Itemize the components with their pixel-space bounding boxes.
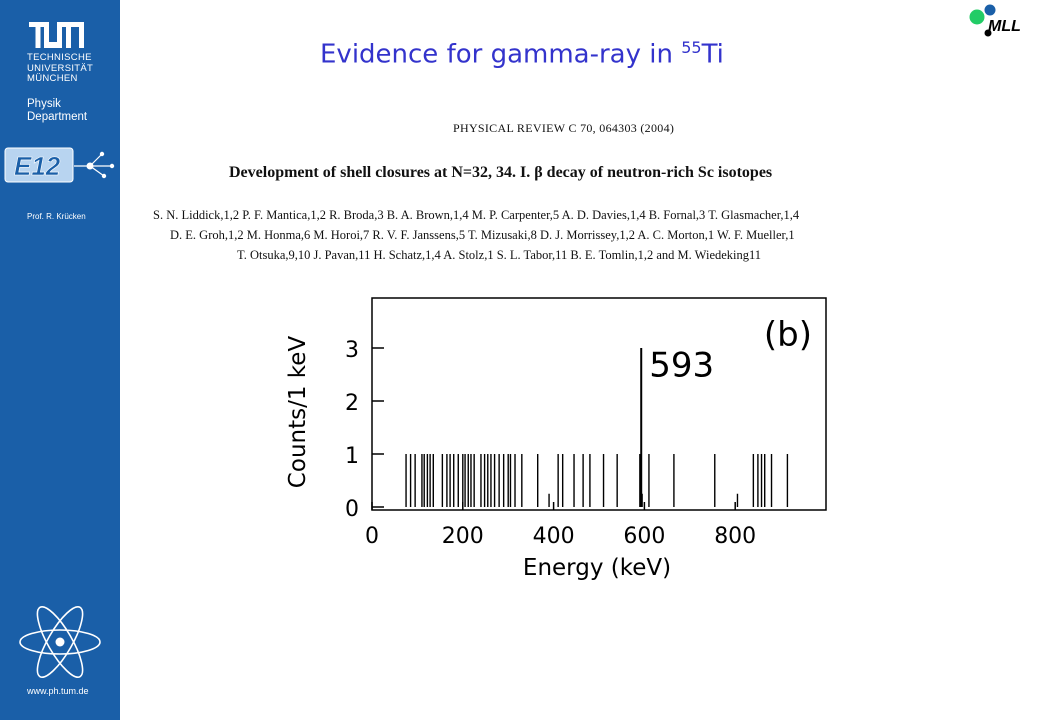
y-tick-label: 1 <box>345 444 359 469</box>
x-tick-label: 800 <box>714 524 756 549</box>
website-url[interactable]: www.ph.tum.de <box>27 686 89 696</box>
y-tick-label: 2 <box>345 391 359 416</box>
tum-logo <box>29 22 84 48</box>
university-line: TECHNISCHE <box>27 52 92 63</box>
y-axis-label: Counts/1 keV <box>285 336 311 489</box>
y-tick-label: 3 <box>345 338 359 363</box>
slide-title: Evidence for gamma-ray in 55Ti <box>320 38 724 70</box>
e12-group-logo: E12 <box>4 147 115 183</box>
mll-logo-icon <box>969 4 996 37</box>
title-mass-number: 55 <box>681 38 702 57</box>
paper-authors-line: T. Otsuka,9,10 J. Pavan,11 H. Schatz,1,4… <box>237 248 762 262</box>
x-tick-label: 200 <box>442 524 484 549</box>
university-line: UNIVERSITÄT <box>27 62 94 74</box>
atom-icon <box>19 606 101 678</box>
paper-journal: PHYSICAL REVIEW C 70, 064303 (2004) <box>453 121 675 135</box>
department-line: Physik <box>27 98 61 110</box>
department-name: Physik Department <box>27 98 87 123</box>
peak-annotation: 593 <box>649 346 714 386</box>
x-tick-label: 400 <box>533 524 575 549</box>
paper-title: Development of shell closures at N=32, 3… <box>229 164 773 181</box>
sidebar: TECHNISCHE UNIVERSITÄT MÜNCHEN Physik De… <box>0 0 120 720</box>
panel-label: (b) <box>764 315 812 355</box>
title-prefix: Evidence for gamma-ray in <box>320 39 682 70</box>
x-tick-label: 0 <box>365 524 379 549</box>
professor-name: Prof. R. Krücken <box>27 212 86 221</box>
title-element: Ti <box>701 39 724 70</box>
paper-authors-line: S. N. Liddick,1,2 P. F. Mantica,1,2 R. B… <box>153 208 800 222</box>
department-line: Department <box>27 110 88 123</box>
e12-logo-text: E12 <box>14 151 61 181</box>
paper-authors-line: D. E. Groh,1,2 M. Honma,6 M. Horoi,7 R. … <box>170 228 795 242</box>
university-line: MÜNCHEN <box>27 73 78 84</box>
plot-frame <box>371 297 827 511</box>
x-axis-label: Energy (keV) <box>523 555 671 581</box>
y-tick-label: 0 <box>345 497 359 522</box>
university-name: TECHNISCHE UNIVERSITÄT MÜNCHEN <box>27 52 94 85</box>
mll-logo-text: MLL <box>988 18 1021 35</box>
x-tick-label: 600 <box>623 524 665 549</box>
